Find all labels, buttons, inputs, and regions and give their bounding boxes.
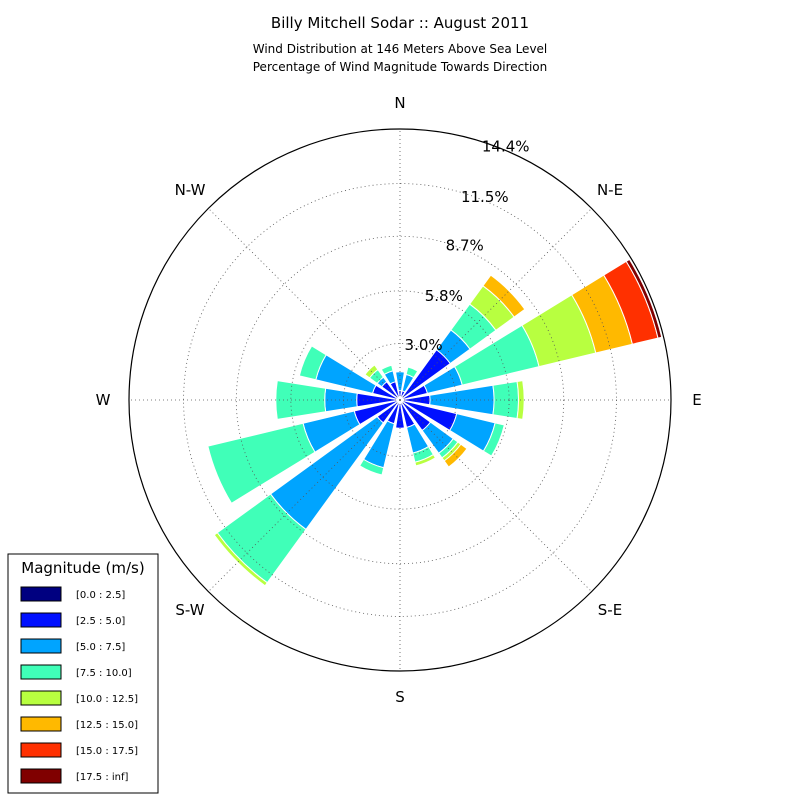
legend-swatch-6 xyxy=(20,742,62,758)
direction-label-w: W xyxy=(96,391,111,409)
legend-swatch-3 xyxy=(20,664,62,680)
bar-sector-9-bin-3 xyxy=(358,458,385,476)
legend-label-1: [2.5 : 5.0] xyxy=(76,616,125,627)
direction-label-n-w: N-W xyxy=(175,181,206,199)
ring-label-3: 11.5% xyxy=(461,188,509,206)
windrose-bars xyxy=(207,258,663,587)
legend-swatch-0 xyxy=(20,586,62,602)
bar-sector-17-bin-7 xyxy=(625,258,663,339)
polar-grid xyxy=(128,128,672,672)
direction-label-s: S xyxy=(395,688,405,706)
radial-tick-labels: 3.0% 5.8% 8.7% 11.5% 14.4% xyxy=(405,138,530,354)
ring-label-2: 8.7% xyxy=(446,237,484,255)
chart-subtitle-line-1: Wind Distribution at 146 Meters Above Se… xyxy=(253,42,548,56)
bar-sector-12-bin-2 xyxy=(324,387,358,413)
ring-label-0: 3.0% xyxy=(405,336,443,354)
legend-swatch-7 xyxy=(20,768,62,784)
legend-label-4: [10.0 : 12.5] xyxy=(76,694,138,705)
legend: Magnitude (m/s) [0.0 : 2.5] [2.5 : 5.0] [5… xyxy=(7,553,159,794)
legend-swatch-5 xyxy=(20,716,62,732)
bar-sector-12-bin-3 xyxy=(275,379,327,421)
direction-label-e: E xyxy=(692,391,701,409)
direction-label-n: N xyxy=(394,94,405,112)
bar-sector-10-bin-4 xyxy=(213,532,268,587)
legend-label-6: [15.0 : 17.5] xyxy=(76,746,138,757)
legend-swatch-2 xyxy=(20,638,62,654)
legend-label-0: [0.0 : 2.5] xyxy=(76,590,125,601)
legend-swatch-1 xyxy=(20,612,62,628)
bar-sector-7-bin-4 xyxy=(414,453,437,467)
direction-labels: N N-E E S-E S S-W W N-W xyxy=(96,94,702,706)
legend-label-7: [17.5 : inf] xyxy=(76,772,129,783)
legend-title: Magnitude (m/s) xyxy=(21,559,144,577)
bar-sector-16-bin-5 xyxy=(482,274,526,318)
bar-sector-11-bin-3 xyxy=(207,422,316,504)
grid-ring-4 xyxy=(128,128,672,672)
bar-sector-13-bin-3 xyxy=(298,345,327,381)
legend-label-3: [7.5 : 10.0] xyxy=(76,668,132,679)
grid-ring-2 xyxy=(235,235,565,565)
chart-title: Billy Mitchell Sodar :: August 2011 xyxy=(271,14,529,32)
bar-sector-0-bin-2 xyxy=(395,371,405,392)
bar-sector-5-bin-3 xyxy=(482,422,505,457)
direction-label-n-e: N-E xyxy=(597,181,623,199)
ring-label-4: 14.4% xyxy=(482,138,530,156)
direction-label-s-e: S-E xyxy=(598,601,622,619)
bar-sector-6-bin-5 xyxy=(443,443,468,468)
legend-label-5: [12.5 : 15.0] xyxy=(76,720,138,731)
bar-sector-1-bin-3 xyxy=(405,366,419,379)
ring-label-1: 5.8% xyxy=(425,287,463,305)
legend-swatch-4 xyxy=(20,690,62,706)
chart-subtitle-line-2: Percentage of Wind Magnitude Towards Dir… xyxy=(253,60,547,74)
legend-label-2: [5.0 : 7.5] xyxy=(76,642,125,653)
bar-sector-15-bin-3 xyxy=(380,364,394,376)
direction-label-s-w: S-W xyxy=(175,601,204,619)
